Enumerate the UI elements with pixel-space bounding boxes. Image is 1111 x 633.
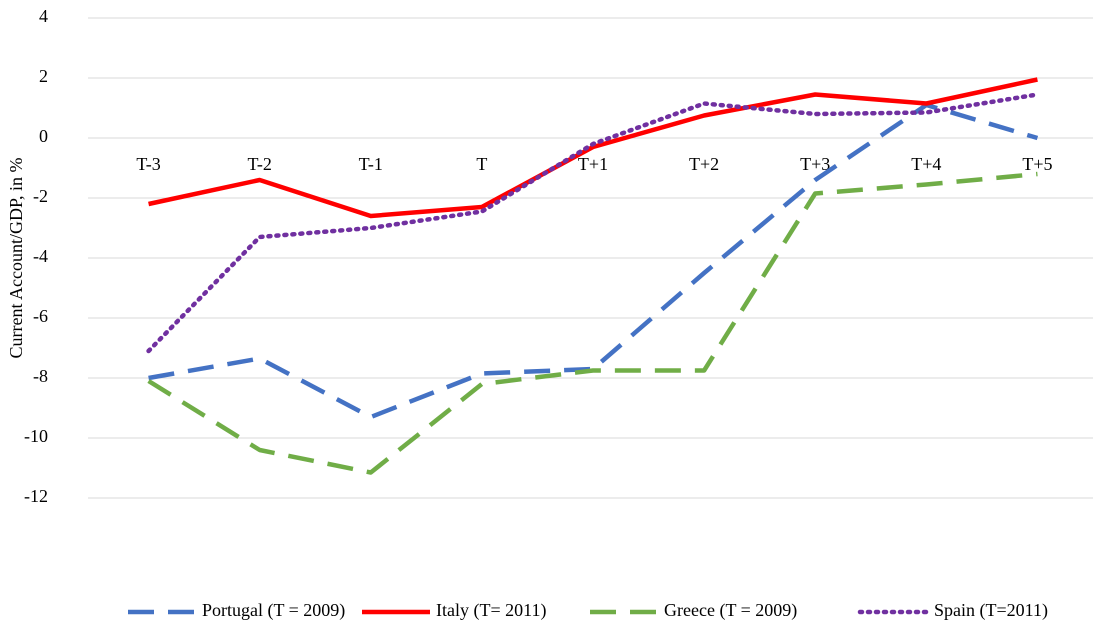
series-line bbox=[148, 102, 1039, 420]
x-tick-label: T bbox=[476, 154, 487, 174]
x-tick-label: T+2 bbox=[689, 154, 719, 174]
x-tick-label: T-2 bbox=[247, 154, 271, 174]
y-tick-label: -8 bbox=[33, 366, 48, 386]
legend-label: Portugal (T = 2009) bbox=[202, 600, 345, 621]
y-tick-label: -10 bbox=[24, 426, 48, 446]
series-line bbox=[147, 171, 1038, 475]
legend-label: Spain (T=2011) bbox=[934, 600, 1048, 621]
y-axis-label: Current Account/GDP, in % bbox=[6, 158, 26, 359]
y-tick-label: 2 bbox=[39, 66, 48, 86]
series-line bbox=[146, 92, 1040, 354]
x-tick-label: T+3 bbox=[800, 154, 830, 174]
legend-label: Greece (T = 2009) bbox=[664, 600, 797, 621]
x-tick-label: T+1 bbox=[578, 154, 608, 174]
series-line bbox=[148, 77, 1038, 219]
y-tick-label: 4 bbox=[39, 6, 48, 26]
legend-label: Italy (T= 2011) bbox=[436, 600, 546, 621]
y-tick-label: -4 bbox=[33, 246, 48, 266]
y-tick-label: -6 bbox=[33, 306, 48, 326]
y-tick-label: -2 bbox=[33, 186, 48, 206]
y-tick-label: -12 bbox=[24, 486, 48, 506]
x-tick-label: T-1 bbox=[359, 154, 383, 174]
x-tick-label: T+5 bbox=[1022, 154, 1052, 174]
y-tick-label: 0 bbox=[39, 126, 48, 146]
x-tick-label: T-3 bbox=[136, 154, 160, 174]
x-tick-label: T+4 bbox=[911, 154, 941, 174]
